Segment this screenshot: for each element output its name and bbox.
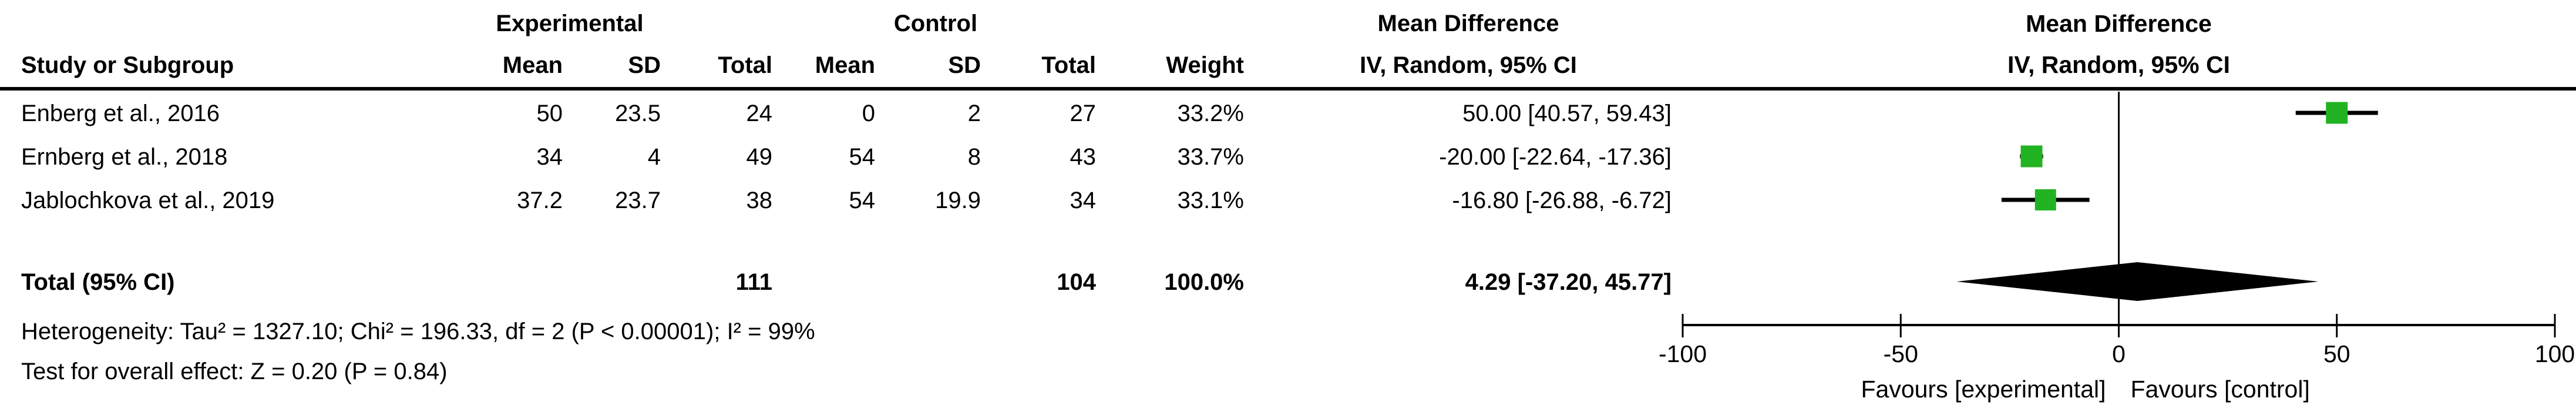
table-row-study-2: Ernberg et al., 2018 34 4 49 54 8 43 33.… <box>0 143 2576 170</box>
table-column-header-row: Study or Subgroup Mean SD Total Mean SD … <box>0 52 2576 79</box>
ctl-total-value: 43 <box>1070 144 1097 170</box>
ci-text-value: 50.00 [40.57, 59.43] <box>1462 101 1672 126</box>
plot-header-line2: IV, Random, 95% CI <box>2007 51 2230 78</box>
table-row-study-1: Enberg et al., 2016 50 23.5 24 0 2 27 33… <box>0 100 2576 127</box>
control-group-header: Control <box>893 11 978 36</box>
axis-tick-label: -50 <box>1884 340 1918 367</box>
exp-sd-value: 23.7 <box>615 188 661 213</box>
table-row-total: Total (95% CI) 111 104 100.0% 4.29 [-37.… <box>0 269 2576 296</box>
axis-tick-label: 0 <box>2112 340 2126 367</box>
total-ctl-n: 104 <box>1057 269 1096 295</box>
column-header-ctl-mean: Mean <box>815 52 875 78</box>
total-exp-n: 111 <box>735 269 772 295</box>
axis-tick-label: -100 <box>1659 340 1707 367</box>
header-separator-line <box>0 87 2576 91</box>
exp-mean-value: 34 <box>536 144 563 170</box>
exp-mean-value: 50 <box>536 101 563 126</box>
total-ci-text: 4.29 [-37.20, 45.77] <box>1465 269 1672 295</box>
column-header-ctl-sd: SD <box>948 52 981 78</box>
overall-effect-text: Test for overall effect: Z = 0.20 (P = 0… <box>21 359 448 384</box>
study-name: Jablochkova et al., 2019 <box>21 188 275 213</box>
column-header-exp-sd: SD <box>628 52 661 78</box>
study-point-marker <box>2034 189 2056 210</box>
plot-header-line1: Mean Difference <box>2026 10 2212 37</box>
ctl-sd-value: 2 <box>967 101 981 126</box>
exp-total-value: 38 <box>746 188 773 213</box>
experimental-group-header: Experimental <box>496 11 644 36</box>
study-name: Ernberg et al., 2018 <box>21 144 228 170</box>
ctl-mean-value: 54 <box>849 188 876 213</box>
study-point-marker <box>2020 145 2043 168</box>
favours-experimental-label: Favours [experimental] <box>1861 376 2106 403</box>
pooled-effect-diamond <box>1956 262 2319 301</box>
ctl-sd-value: 8 <box>967 144 981 170</box>
heterogeneity-row: Heterogeneity: Tau² = 1327.10; Chi² = 19… <box>0 318 2576 345</box>
favours-control-label: Favours [control] <box>2131 376 2310 403</box>
ctl-total-value: 34 <box>1070 188 1097 213</box>
total-label: Total (95% CI) <box>21 269 175 295</box>
study-point-marker <box>2326 102 2348 124</box>
column-header-weight: Weight <box>1166 52 1244 78</box>
ctl-mean-value: 54 <box>849 144 876 170</box>
ctl-total-value: 27 <box>1070 101 1097 126</box>
exp-sd-value: 4 <box>647 144 661 170</box>
table-group-header-row: Experimental Control Mean Difference <box>0 10 2576 37</box>
column-header-exp-total: Total <box>718 52 772 78</box>
axis-tick-label: 100 <box>2535 340 2575 367</box>
exp-total-value: 24 <box>746 101 773 126</box>
column-header-ci-method: IV, Random, 95% CI <box>1360 52 1577 78</box>
axis-tick-label: 50 <box>2323 340 2350 367</box>
column-header-study: Study or Subgroup <box>21 52 234 78</box>
exp-sd-value: 23.5 <box>615 101 661 126</box>
weight-value: 33.2% <box>1177 101 1244 126</box>
weight-value: 33.1% <box>1177 188 1244 213</box>
table-row-study-3: Jablochkova et al., 2019 37.2 23.7 38 54… <box>0 187 2576 214</box>
ctl-mean-value: 0 <box>862 101 875 126</box>
exp-total-value: 49 <box>746 144 773 170</box>
study-name: Enberg et al., 2016 <box>21 101 220 126</box>
ci-text-value: -16.80 [-26.88, -6.72] <box>1452 188 1672 213</box>
total-weight: 100.0% <box>1164 269 1244 295</box>
weight-value: 33.7% <box>1177 144 1244 170</box>
ctl-sd-value: 19.9 <box>935 188 981 213</box>
exp-mean-value: 37.2 <box>517 188 563 213</box>
mean-difference-column-header: Mean Difference <box>1377 11 1559 36</box>
heterogeneity-text: Heterogeneity: Tau² = 1327.10; Chi² = 19… <box>21 319 815 344</box>
column-header-exp-mean: Mean <box>502 52 563 78</box>
overall-effect-row: Test for overall effect: Z = 0.20 (P = 0… <box>0 358 2576 385</box>
column-header-ctl-total: Total <box>1041 52 1096 78</box>
ci-text-value: -20.00 [-22.64, -17.36] <box>1439 144 1672 170</box>
